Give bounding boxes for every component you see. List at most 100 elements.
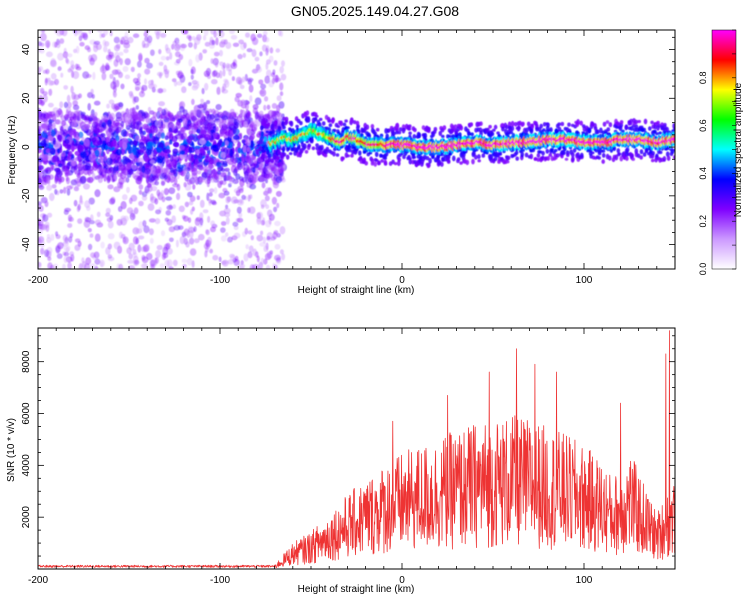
heatmap-cell [206, 68, 211, 76]
heatmap-cell [146, 36, 150, 44]
heatmap-cell [315, 115, 319, 118]
heatmap-cell [527, 122, 531, 127]
heatmap-cell [191, 69, 194, 74]
heatmap-cell [305, 150, 309, 154]
heatmap-cell [49, 193, 55, 201]
heatmap-cell [201, 126, 205, 134]
heatmap-cell [81, 257, 84, 263]
heatmap-cell [212, 40, 215, 45]
heatmap-cell [120, 215, 126, 221]
heatmap-cell [52, 122, 55, 128]
heatmap-cell [228, 69, 232, 76]
heatmap-cell [71, 158, 77, 166]
heatmap-cell [630, 153, 634, 158]
heatmap-cell [118, 206, 123, 212]
heatmap-cell [118, 72, 123, 78]
heatmap-cell [233, 199, 239, 203]
heatmap-cell [181, 133, 184, 139]
heatmap-cell [143, 154, 148, 162]
heatmap-cell [539, 124, 543, 129]
heatmap-cell [115, 106, 120, 111]
heatmap-cell [184, 182, 187, 187]
heatmap-cell [272, 78, 275, 85]
heatmap-cell [193, 226, 196, 232]
heatmap-cell [520, 152, 524, 158]
heatmap-cell [182, 259, 188, 263]
heatmap-cell [161, 56, 167, 61]
heatmap-cell [274, 230, 279, 235]
heatmap-cell [279, 66, 284, 73]
heatmap-cell [90, 252, 96, 258]
heatmap-cell [133, 249, 137, 255]
heatmap-cell [625, 124, 629, 129]
heatmap-cell [167, 259, 173, 267]
heatmap-cell [470, 132, 474, 136]
heatmap-cell [343, 123, 347, 127]
heatmap-cell [256, 140, 263, 144]
heatmap-cell [41, 100, 45, 106]
heatmap-cell [214, 52, 220, 57]
heatmap-cell [95, 234, 101, 242]
heatmap-cell [173, 225, 180, 231]
heatmap-cell [90, 89, 93, 95]
heatmap-cell [229, 149, 233, 157]
heatmap-cell [113, 71, 117, 75]
heatmap-cell [506, 160, 510, 163]
heatmap-cell [90, 233, 94, 237]
heatmap-cell [67, 223, 72, 228]
heatmap-cell [277, 156, 281, 159]
heatmap-cell [281, 74, 287, 81]
heatmap-cell [170, 178, 174, 183]
heatmap-cell [189, 238, 194, 245]
heatmap-cell [54, 168, 60, 173]
heatmap-cell [126, 163, 132, 169]
heatmap-cell [477, 159, 481, 162]
heatmap-cell [76, 46, 80, 54]
heatmap-cell [125, 75, 130, 80]
heatmap-cell [262, 182, 266, 188]
heatmap-cell [187, 192, 193, 198]
heatmap-cell [57, 242, 64, 249]
heatmap-cell [85, 148, 89, 153]
heatmap-cell [249, 184, 256, 190]
heatmap-cell [639, 155, 643, 159]
heatmap-cell [109, 198, 115, 205]
heatmap-cell [61, 152, 66, 156]
heatmap-cell [315, 143, 319, 147]
heatmap-cell [155, 169, 161, 177]
heatmap-cell [83, 124, 88, 131]
heatmap-cell [214, 114, 219, 122]
heatmap-cell [191, 99, 195, 105]
heatmap-cell [86, 206, 90, 211]
heatmap-cell [172, 148, 178, 154]
heatmap-cell [277, 95, 282, 101]
heatmap-cell [179, 206, 185, 213]
heatmap-cell [265, 63, 268, 70]
heatmap-cell [228, 142, 233, 148]
heatmap-cell [282, 125, 286, 129]
heatmap-cell [259, 51, 262, 56]
colorbar-tick-label: 0.4 [698, 167, 708, 180]
heatmap-cell [159, 62, 164, 66]
heatmap-cell [115, 122, 122, 126]
heatmap-cell [155, 218, 161, 224]
heatmap-cell [134, 207, 139, 214]
heatmap-cell [237, 162, 243, 170]
y-tick-label: 40 [21, 44, 32, 56]
heatmap-cell [129, 140, 134, 145]
heatmap-cell [254, 159, 257, 164]
x-tick-label: -200 [28, 275, 48, 286]
heatmap-cell [155, 250, 161, 258]
heatmap-cell [557, 122, 561, 126]
heatmap-cell [180, 127, 186, 132]
heatmap-cell [60, 189, 64, 193]
heatmap-cell [594, 127, 598, 131]
heatmap-cell [93, 45, 98, 52]
heatmap-cell [209, 192, 213, 197]
heatmap-cell [299, 121, 303, 125]
heatmap-cell [196, 129, 200, 134]
heatmap-cell [86, 74, 92, 78]
heatmap-cell [131, 67, 135, 72]
heatmap-cell [126, 247, 132, 254]
